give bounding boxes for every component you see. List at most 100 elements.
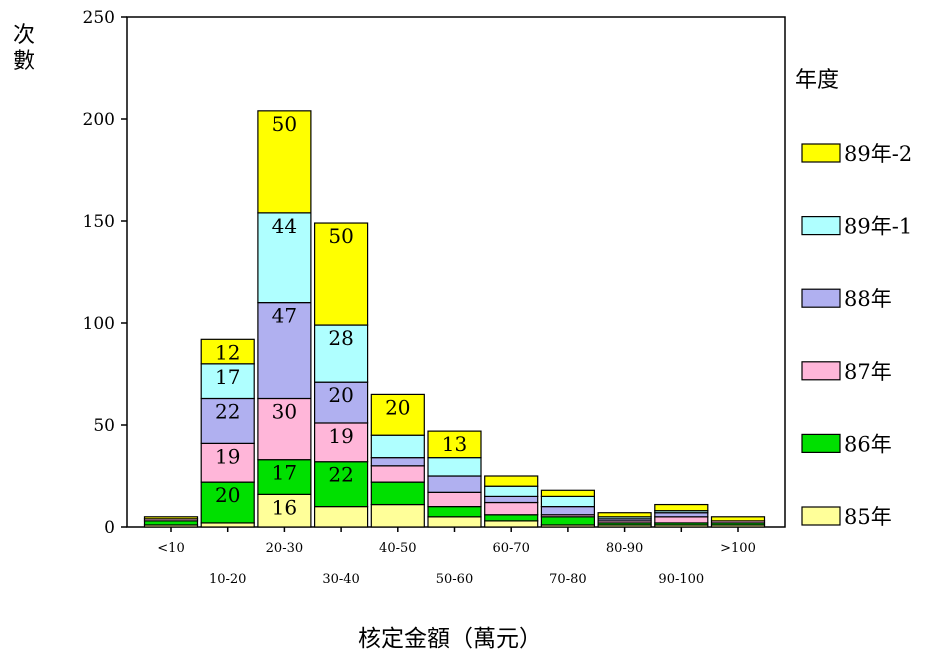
- bar-segment: [200, 522, 255, 528]
- bar-segment: [427, 430, 482, 459]
- bar-segment: [540, 516, 596, 526]
- x-axis: <10 10-20 20-30 30-40 40-50 50-60 60-70 70-80 80…: [157, 527, 756, 587]
- legend-label: 89年-1: [844, 215, 912, 239]
- legend-title: 年度: [795, 68, 839, 93]
- y-tick-label: 250: [83, 8, 115, 28]
- bar-segment: [427, 516, 482, 528]
- data-label: 28: [328, 326, 353, 350]
- bar-segment: [143, 520, 199, 526]
- bar-segment: [370, 465, 425, 483]
- bar-segment: [200, 397, 255, 444]
- bar-segment: [257, 302, 312, 400]
- x-tick-label: 20-30: [266, 541, 303, 556]
- data-label: 13: [442, 432, 467, 456]
- data-label: 50: [272, 112, 297, 136]
- bar-segment: [540, 506, 596, 516]
- bar-segment: [484, 475, 539, 487]
- bar-segment: [710, 516, 766, 522]
- legend-swatch: [801, 361, 841, 381]
- y-axis-label: 次數: [13, 23, 35, 74]
- bar-segment: [257, 493, 312, 528]
- data-label: 16: [272, 495, 297, 519]
- y-tick-label: 150: [83, 212, 115, 232]
- data-label: 20: [215, 483, 240, 507]
- y-axis-label-char: 數: [13, 49, 35, 74]
- x-axis-label: 核定金額（萬元）: [358, 626, 542, 652]
- x-tick-label: 30-40: [322, 572, 359, 587]
- bar-segment: [540, 495, 596, 508]
- bar-segment: [257, 212, 312, 304]
- bar-segment: [654, 503, 709, 512]
- bar-segment: [370, 434, 425, 459]
- bar-segment: [370, 481, 425, 506]
- bar-segment: [143, 516, 199, 520]
- data-label: 12: [215, 340, 240, 364]
- legend-swatch: [801, 143, 841, 163]
- bar-segment: [370, 393, 425, 436]
- y-tick-label: 0: [104, 518, 115, 538]
- bar-segment: [200, 338, 255, 365]
- data-label: 44: [272, 214, 297, 238]
- x-tick-label: 80-90: [606, 541, 643, 556]
- x-tick-label: <10: [157, 541, 184, 556]
- legend-swatch: [801, 288, 841, 308]
- bar-segment: [200, 442, 255, 483]
- bar-segment: [484, 485, 539, 498]
- y-tick-label: 200: [83, 110, 115, 130]
- bar-segment: [370, 503, 425, 528]
- x-tick-label: 70-80: [549, 572, 586, 587]
- bar-segment: [540, 489, 596, 497]
- bar-segment: [257, 397, 312, 461]
- data-label: 22: [215, 399, 240, 423]
- data-label: 20: [328, 383, 353, 407]
- legend: 年度 89年-2 89年-1 88年 87年 86年 85年: [795, 68, 912, 529]
- bar-segment: [484, 495, 539, 504]
- bar-segment: [597, 512, 652, 518]
- x-tick-label: 40-50: [379, 541, 416, 556]
- legend-label: 89年-2: [844, 142, 912, 166]
- bar-segment: [370, 457, 425, 467]
- bar-segment: [314, 222, 369, 326]
- x-tick-label: 90-100: [658, 572, 704, 587]
- legend-label: 87年: [844, 360, 892, 384]
- bar-segment: [427, 475, 482, 493]
- data-label: 47: [272, 304, 297, 328]
- x-tick-label: 50-60: [436, 572, 473, 587]
- bar-segment: [427, 506, 482, 518]
- legend-swatch: [801, 433, 841, 453]
- data-label: 19: [328, 424, 353, 448]
- bar-segment: [427, 457, 482, 477]
- data-label: 19: [215, 444, 240, 468]
- bar-segment: [314, 506, 369, 528]
- bar-stacks: [143, 110, 766, 528]
- bar-segment: [314, 324, 369, 383]
- data-label: 50: [328, 224, 353, 248]
- x-tick-label: >100: [720, 541, 756, 556]
- data-label: 17: [272, 461, 297, 485]
- y-axis-label-char: 次: [13, 23, 35, 48]
- data-label: 22: [328, 463, 353, 487]
- x-tick-label: 10-20: [209, 572, 246, 587]
- bar-segment: [257, 110, 312, 214]
- bar-segment: [427, 491, 482, 508]
- bar-segment: [314, 422, 369, 463]
- y-axis: 0 50 100 150 200 250: [83, 8, 127, 538]
- bar-segment: [257, 459, 312, 495]
- bar-segment: [654, 516, 709, 524]
- bar-segment: [484, 514, 539, 522]
- y-tick-label: 50: [93, 416, 115, 436]
- bar-segment: [484, 520, 539, 528]
- bar-segment: [200, 363, 255, 400]
- data-label: 30: [272, 399, 297, 423]
- bar-segment: [484, 501, 539, 516]
- y-tick-label: 100: [83, 314, 115, 334]
- legend-label: 86年: [844, 432, 892, 456]
- bar-segment: [654, 512, 709, 518]
- legend-swatch: [801, 216, 841, 236]
- x-tick-label: 60-70: [492, 541, 529, 556]
- data-label: 17: [215, 365, 240, 389]
- legend-label: 85年: [844, 505, 892, 529]
- legend-label: 88年: [844, 287, 892, 311]
